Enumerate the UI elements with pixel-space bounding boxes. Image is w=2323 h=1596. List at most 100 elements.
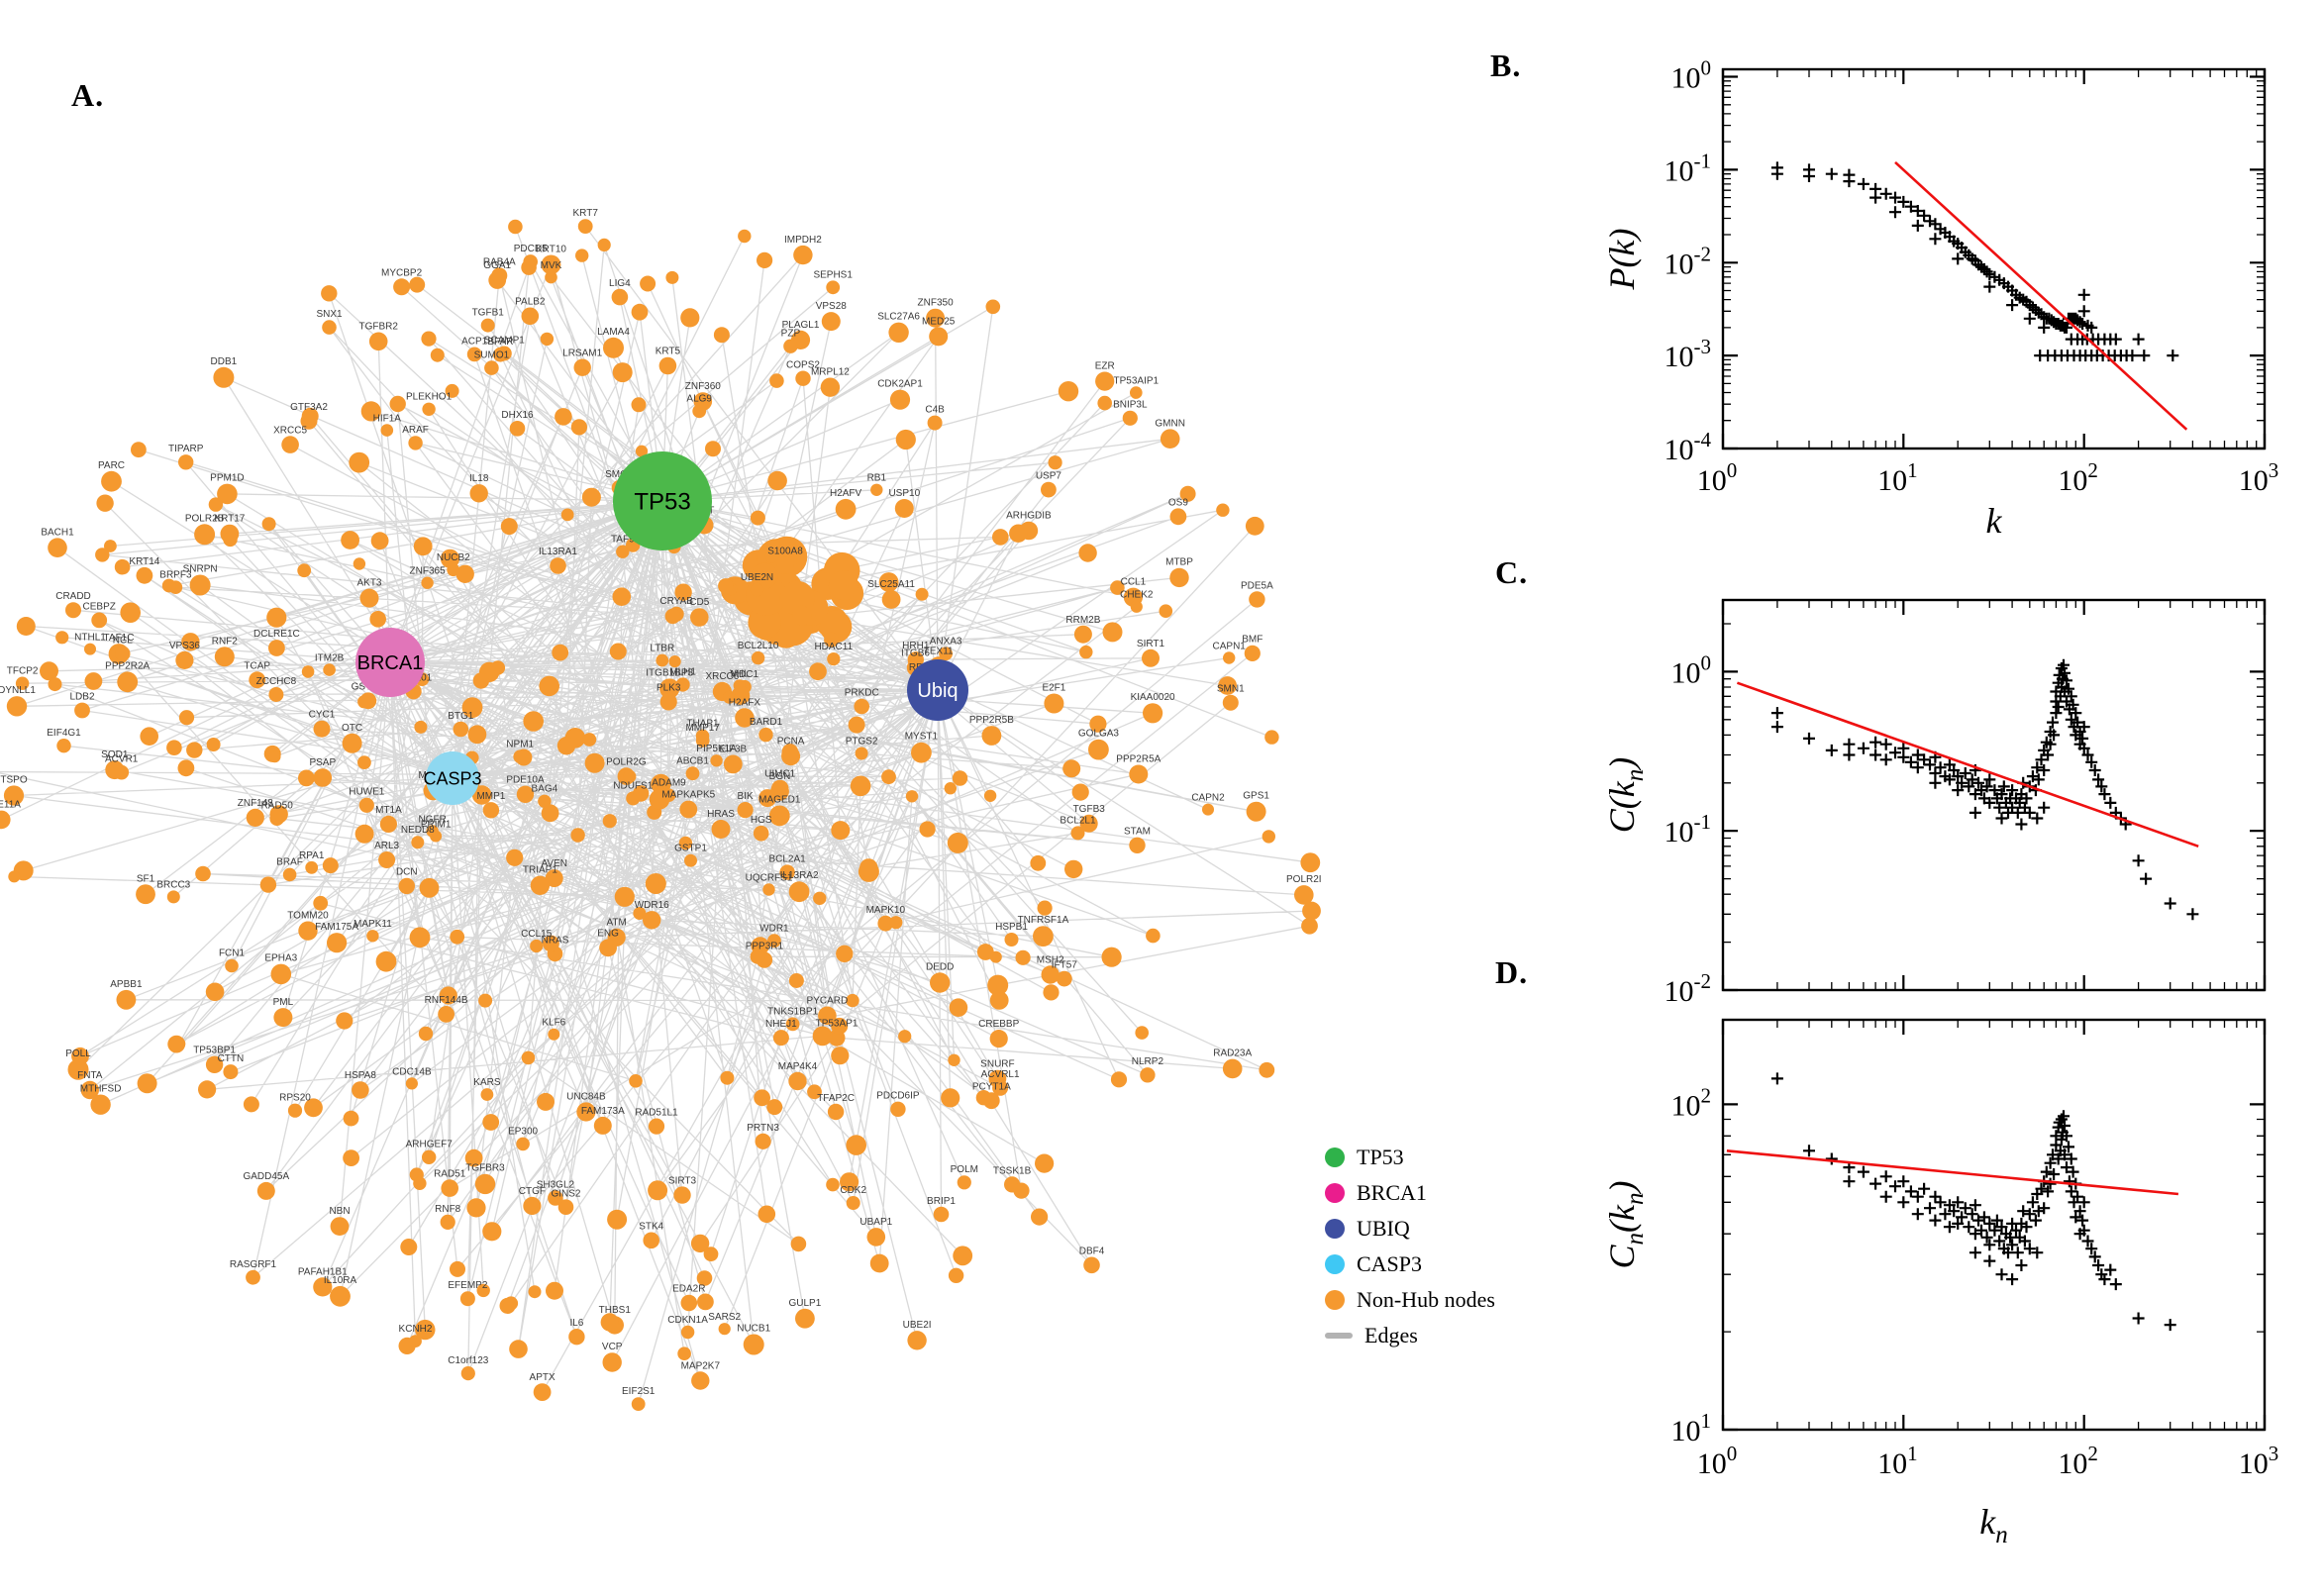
- network-node: [455, 564, 474, 583]
- network-node: [930, 972, 951, 993]
- network-node: [878, 572, 899, 592]
- network-node: [321, 285, 338, 302]
- network-node: [609, 643, 627, 660]
- gene-label: OTC: [342, 723, 362, 734]
- network-node: [821, 312, 841, 332]
- network-node: [795, 370, 811, 386]
- legend-item-tp53: TP53: [1325, 1147, 1495, 1168]
- network-node: [645, 873, 666, 894]
- network-node: [450, 929, 465, 945]
- gene-label: NUCB2: [437, 552, 470, 563]
- gene-label: ARHGEF7: [406, 1140, 454, 1150]
- network-node: [1259, 1061, 1275, 1078]
- gene-label: WDR16: [635, 900, 669, 911]
- gene-label: ABCB1: [676, 755, 709, 766]
- network-node: [1048, 455, 1062, 470]
- network-node: [301, 665, 315, 678]
- network-node: [1216, 503, 1230, 517]
- network-node: [831, 821, 851, 841]
- gene-label: IL6: [569, 1318, 583, 1329]
- network-node: [846, 1196, 860, 1210]
- network-node: [976, 944, 994, 960]
- gene-label: BCL2A1: [768, 853, 806, 864]
- fit-line: [1726, 1149, 2179, 1196]
- network-node: [287, 1103, 303, 1118]
- gene-label: PCYT1A: [972, 1081, 1011, 1092]
- hub-label-brca1: BRCA1: [357, 652, 424, 674]
- network-node: [268, 750, 281, 763]
- network-node: [268, 640, 285, 656]
- gene-label: MYST1: [905, 732, 939, 743]
- network-node: [304, 1098, 323, 1118]
- network-node: [1073, 625, 1092, 644]
- network-node: [1130, 386, 1143, 399]
- gene-label: COPS2: [786, 360, 820, 371]
- network-node: [370, 532, 389, 550]
- network-node: [1130, 600, 1143, 613]
- network-node: [854, 698, 869, 715]
- gene-label: MAPKAPK5: [661, 790, 715, 801]
- gene-label: LIG4: [609, 278, 631, 289]
- network-node: [750, 510, 765, 526]
- network-node: [161, 578, 176, 593]
- gene-label: RASGRF1: [230, 1259, 277, 1270]
- gene-label: ITGB1BP3: [646, 667, 693, 678]
- network-node: [419, 877, 440, 898]
- gene-label: VPS36: [169, 641, 201, 651]
- hub-node-tp53: [613, 451, 712, 550]
- tick-label: 10-2: [1665, 969, 1712, 1008]
- network-node: [243, 1096, 259, 1113]
- network-node: [342, 733, 362, 753]
- gene-label: SEPHS1: [813, 270, 853, 281]
- network-node: [313, 1277, 333, 1297]
- network-node: [313, 895, 329, 911]
- network-node: [680, 308, 700, 328]
- network-node: [539, 675, 559, 697]
- network-node: [213, 366, 235, 388]
- network-node: [1143, 703, 1163, 724]
- network-node: [1218, 676, 1237, 695]
- gene-label: AVEN: [541, 858, 567, 869]
- gene-label: MMP1: [476, 791, 505, 802]
- network-node: [889, 389, 911, 410]
- network-node: [767, 470, 787, 491]
- network-node: [953, 1246, 973, 1266]
- network-nodes: [0, 219, 1321, 1411]
- network-node: [375, 950, 397, 972]
- gene-label: KIAA0020: [1131, 692, 1175, 703]
- network-node: [750, 948, 765, 964]
- network-node: [379, 815, 397, 834]
- network-node: [905, 790, 919, 803]
- gene-label: IFT57: [1052, 960, 1078, 971]
- network-node: [491, 267, 508, 284]
- gene-label: CRYAB: [659, 596, 693, 607]
- network-node: [631, 303, 649, 321]
- gene-label: TFCP2: [7, 666, 39, 677]
- network-node: [467, 725, 487, 745]
- network-node: [1264, 730, 1279, 745]
- network-node: [911, 742, 932, 763]
- network-node: [540, 332, 555, 347]
- gene-label: CDKN1A: [667, 1315, 708, 1326]
- network-node: [859, 858, 878, 877]
- tick-label: 102: [1671, 1083, 1712, 1122]
- tick-label: 102: [2058, 1442, 2098, 1480]
- network-node: [1079, 645, 1093, 659]
- network-node: [178, 710, 195, 726]
- network-node: [735, 708, 755, 728]
- network-node: [629, 1074, 643, 1088]
- fit-line: [1894, 160, 2188, 431]
- hub-node-ubiq: [907, 659, 968, 721]
- network-node: [675, 677, 690, 692]
- network-node: [881, 590, 901, 609]
- network-node: [1064, 859, 1083, 879]
- gene-label: CREBBP: [978, 1019, 1019, 1030]
- network-node: [870, 483, 883, 496]
- tick-label: 10-1: [1665, 810, 1712, 848]
- network-node: [762, 883, 775, 896]
- gene-label: BIK: [738, 791, 754, 802]
- network-node: [175, 650, 194, 670]
- network-node: [499, 1297, 516, 1314]
- network-node: [205, 1055, 224, 1074]
